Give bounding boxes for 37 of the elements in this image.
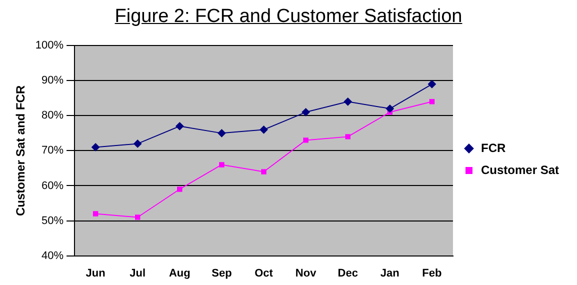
x-tick-label: Feb: [422, 267, 442, 280]
y-tick-label: 80%: [42, 110, 64, 122]
point: [302, 108, 310, 116]
x-tick-label: Jul: [130, 267, 146, 280]
y-tick-label: 40%: [42, 250, 64, 262]
point: [177, 186, 182, 192]
x-tick-label: Oct: [254, 267, 274, 280]
x-tick-label: Nov: [295, 267, 318, 280]
point: [92, 211, 98, 216]
legend-label: Customer Sat: [480, 162, 560, 177]
point: [134, 140, 142, 148]
point: [344, 98, 352, 106]
point: [218, 129, 226, 138]
chart-title: Figure 2: FCR and Customer Satisfaction: [114, 6, 464, 28]
point: [303, 138, 308, 143]
point: [92, 143, 100, 152]
point: [429, 99, 435, 104]
y-tick-label: 90%: [42, 74, 64, 87]
point: [176, 122, 184, 130]
x-tick-label: Sep: [212, 267, 232, 280]
point: [261, 169, 266, 174]
point: [260, 126, 268, 134]
y-axis-title: Customer Sat and FCR: [14, 85, 28, 216]
point: [428, 80, 436, 88]
y-tick-label: 50%: [42, 214, 64, 227]
x-tick-label: Jun: [86, 267, 106, 280]
x-tick-label: Jan: [380, 267, 400, 280]
point: [386, 104, 394, 113]
y-tick-label: 60%: [42, 180, 64, 192]
y-tick-label: 100%: [35, 40, 64, 52]
point: [219, 162, 224, 168]
x-tick-label: Dec: [338, 267, 358, 280]
x-tick-label: Aug: [168, 267, 190, 280]
point: [134, 214, 140, 220]
legend-label: FCR: [480, 140, 506, 155]
y-tick-label: 70%: [42, 144, 64, 157]
point: [345, 134, 350, 140]
